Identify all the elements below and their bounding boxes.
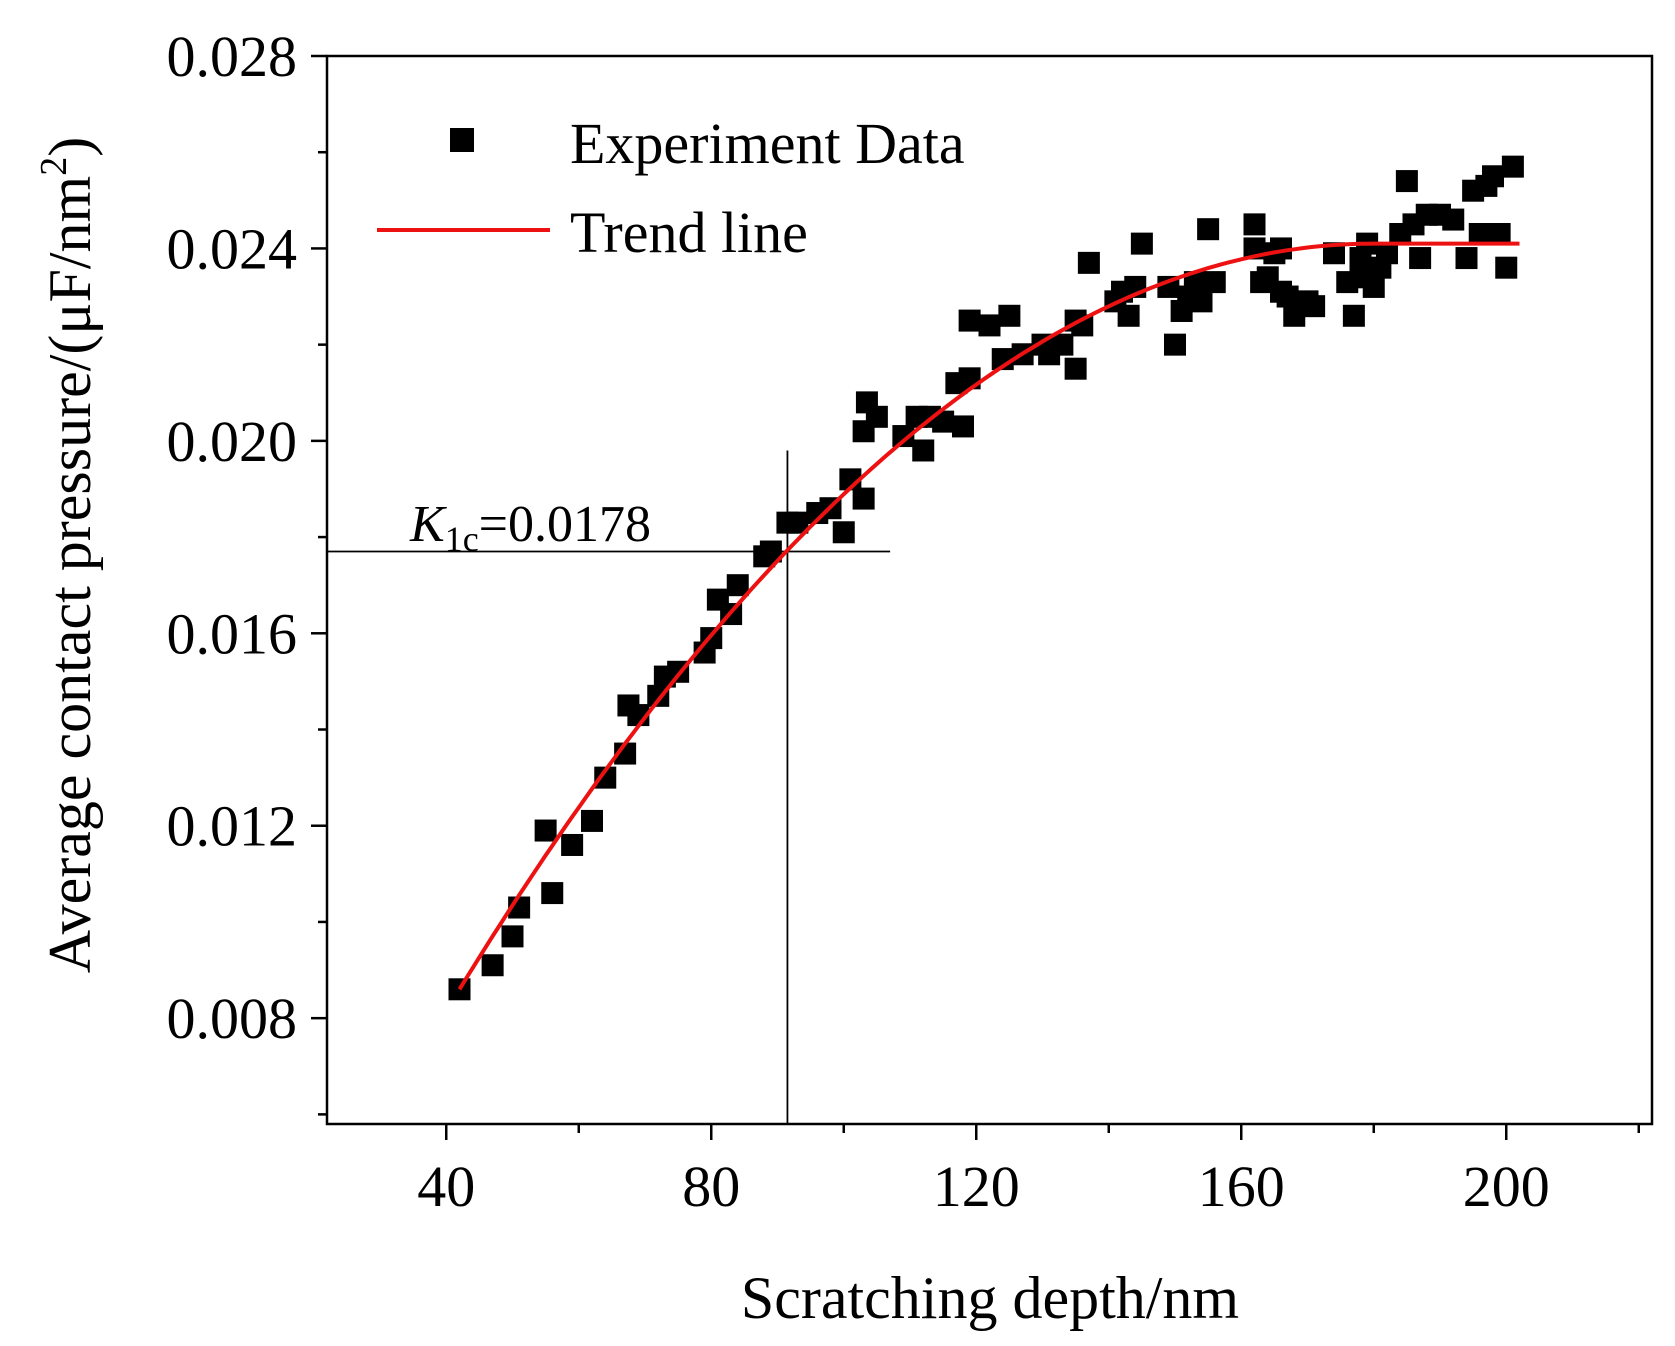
data-point [481, 954, 504, 977]
legend: Experiment Data Trend line [377, 111, 965, 265]
data-point [1482, 165, 1504, 188]
x-tick-label: 160 [1198, 1154, 1285, 1219]
data-point [1323, 242, 1345, 265]
data-point [1362, 275, 1385, 298]
data-point [1183, 271, 1206, 294]
data-point [501, 925, 524, 948]
plot-frame [325, 54, 1654, 1126]
y-tick-label: 0.012 [167, 794, 298, 859]
data-point [1190, 290, 1213, 313]
data-point [1376, 242, 1398, 265]
data-point [1495, 256, 1518, 279]
k1c-subscript: 1c [445, 519, 479, 559]
legend-scatter-label: Experiment Data [570, 111, 965, 176]
data-point [759, 540, 782, 563]
data-point [1303, 295, 1326, 318]
data-point [1409, 247, 1432, 270]
y-axis-title: Average contact pressure/(μF/nm2) [33, 137, 103, 973]
data-point [912, 439, 935, 462]
crosshair-guides [327, 450, 891, 1124]
data-point [958, 309, 981, 332]
x-tick-label: 40 [417, 1154, 475, 1219]
data-point [832, 521, 855, 544]
data-point [1077, 251, 1100, 274]
x-axis-title: Scratching depth/nm [741, 1265, 1239, 1331]
data-point [786, 511, 809, 534]
data-point [1342, 304, 1365, 327]
data-point [581, 809, 603, 832]
y-axis-title-close: ) [37, 137, 103, 157]
data-point [726, 574, 749, 597]
x-tick-label: 120 [933, 1154, 1020, 1219]
k1c-value: =0.0178 [479, 496, 651, 553]
data-point [1395, 170, 1418, 193]
data-point [534, 819, 557, 842]
data-point [1064, 357, 1087, 380]
data-point [1071, 314, 1094, 337]
data-point [1130, 232, 1153, 255]
data-point [594, 766, 617, 789]
data-point [998, 304, 1021, 327]
data-point [541, 882, 564, 905]
data-point [1197, 218, 1220, 241]
k1c-annotation: K1c=0.0178 [409, 496, 651, 559]
data-point [865, 405, 888, 428]
data-point [1117, 304, 1140, 327]
legend-scatter-marker [450, 128, 474, 152]
trend-line-series [457, 241, 1520, 991]
data-point [932, 410, 955, 433]
k1c-symbol: K [409, 496, 447, 553]
y-axis-title-main: Average contact pressure/(μF/nm [37, 176, 103, 973]
y-tick-label: 0.016 [167, 601, 298, 666]
y-tick-label: 0.028 [167, 24, 298, 89]
data-point [1468, 223, 1491, 245]
legend-line-label: Trend line [570, 200, 808, 265]
y-tick-labels: 0.008 0.012 0.016 0.020 0.024 0.028 [167, 24, 298, 1051]
data-point [561, 833, 584, 856]
data-point [1442, 208, 1465, 231]
data-point [852, 487, 875, 510]
y-axis-title-sup: 2 [33, 157, 75, 176]
trend-line [457, 241, 1520, 991]
x-tick-label: 80 [682, 1154, 740, 1219]
data-point [978, 314, 1001, 337]
data-point [1501, 155, 1524, 178]
experiment-data-series [448, 155, 1524, 1001]
data-point [952, 415, 974, 438]
data-point [1051, 333, 1074, 356]
data-point [1455, 247, 1478, 270]
x-tick-label: 200 [1463, 1154, 1550, 1219]
data-point [1488, 223, 1511, 245]
x-tick-labels: 40 80 120 160 200 [417, 1154, 1550, 1219]
y-tick-label: 0.020 [167, 409, 298, 474]
axes [311, 54, 1654, 1140]
data-point [1203, 271, 1226, 294]
y-tick-label: 0.008 [167, 986, 298, 1051]
data-point [892, 425, 915, 448]
data-point [1243, 213, 1266, 236]
data-point [1164, 333, 1186, 356]
y-tick-label: 0.024 [167, 216, 298, 281]
data-point [1276, 285, 1299, 308]
